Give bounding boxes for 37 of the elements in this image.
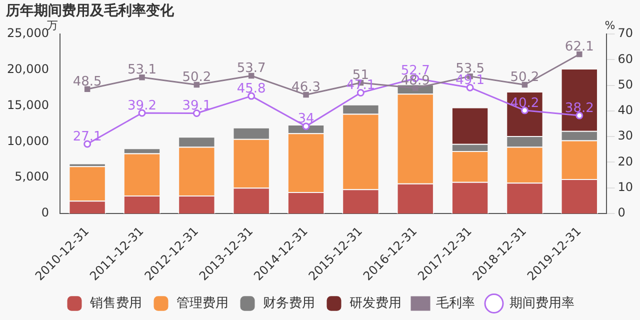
y2-tick-label: 50: [618, 77, 634, 92]
legend-label: 管理费用: [176, 296, 228, 311]
data-label: 62.1: [564, 40, 594, 55]
data-label: 39.2: [128, 98, 156, 114]
y2-tick-label: 30: [618, 128, 634, 143]
y2-tick-label: 0: [618, 206, 626, 220]
data-label: 40.2: [510, 96, 540, 111]
y2-tick-label: 40: [618, 103, 634, 118]
legend-label: 财务费用: [263, 296, 315, 311]
y2-tick-label: 70: [618, 26, 634, 40]
y-tick-label: 20,000: [6, 62, 49, 76]
data-label: 45.8: [236, 81, 266, 96]
y2-tick-label: 20: [618, 154, 634, 168]
data-label: 46.3: [292, 80, 320, 96]
data-label: 53.7: [236, 61, 266, 76]
y-tick-label: 5,000: [14, 170, 49, 184]
y2-tick-label: 60: [618, 52, 634, 66]
y-tick-label: 25,000: [6, 26, 49, 40]
data-label: 34: [298, 112, 314, 127]
y-axis-title: 万: [46, 18, 58, 32]
data-label: 48.5: [72, 74, 102, 90]
data-label: 27.1: [72, 129, 102, 144]
data-label: 53.1: [128, 62, 156, 78]
legend-label: 毛利率: [436, 294, 475, 311]
y2-tick-label: 10: [618, 180, 634, 194]
y-tick-label: 15,000: [6, 98, 49, 112]
legend-label: 研发费用: [350, 296, 402, 311]
y2-axis-title: %: [604, 18, 616, 32]
data-label: 38.2: [564, 100, 594, 116]
chart-title: 历年期间费用及毛利率变化: [6, 2, 174, 20]
legend-label: 期间费用率: [510, 294, 574, 311]
legend-label: 销售费用: [89, 296, 142, 311]
data-label: 50.2: [182, 70, 212, 86]
y-tick-label: 0: [41, 206, 49, 220]
data-label: 39.1: [182, 98, 212, 114]
data-label: 50.2: [510, 70, 540, 86]
y-tick-label: 10,000: [6, 134, 49, 148]
